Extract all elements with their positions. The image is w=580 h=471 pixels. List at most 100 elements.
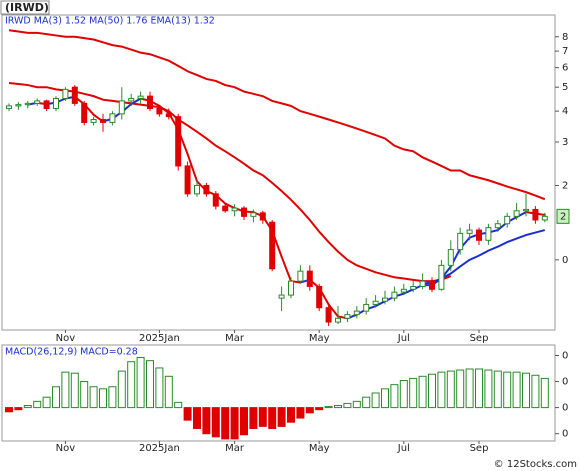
candle-body <box>222 205 229 212</box>
histogram-bar <box>221 407 230 440</box>
histogram-bar <box>381 388 389 409</box>
candle-body <box>147 95 153 109</box>
candle-body <box>43 100 50 109</box>
x-tick-label: 2025Jan <box>139 443 180 454</box>
candle-body <box>306 270 313 288</box>
x-tick-label: Sep <box>470 443 489 454</box>
histogram-bar <box>164 375 173 409</box>
y-tick-label: 6 <box>562 63 568 74</box>
histogram-bar <box>127 361 136 409</box>
candle-body <box>476 229 482 241</box>
histogram-bar <box>146 360 154 409</box>
candle-body <box>504 215 511 225</box>
candle-body <box>278 294 285 299</box>
candle-body <box>419 280 426 288</box>
x-tick-label: 2025Jan <box>139 333 180 344</box>
candle-body <box>316 286 323 309</box>
histogram-bar <box>136 357 145 409</box>
histogram-bar <box>230 407 239 440</box>
histogram-bar <box>493 370 502 409</box>
histogram-bar <box>108 386 117 409</box>
candle-body <box>400 288 407 293</box>
histogram-bar <box>352 400 361 409</box>
histogram-bar <box>409 377 418 409</box>
histogram-bar <box>249 407 258 429</box>
x-tick-label: Nov <box>56 443 76 454</box>
x-tick-label: Jul <box>397 333 410 344</box>
line <box>8 29 546 201</box>
histogram-bar <box>183 407 192 421</box>
histogram-bar <box>531 374 540 409</box>
candle-body <box>100 118 106 123</box>
line-segment <box>280 255 292 283</box>
histogram-bar <box>465 368 474 409</box>
histogram-bar <box>80 381 89 409</box>
line-segment <box>224 202 236 210</box>
candle-body <box>513 210 520 217</box>
histogram-bar <box>155 367 164 409</box>
histogram-bar <box>296 407 305 419</box>
price-panel <box>1 14 556 331</box>
candle-body <box>382 297 388 302</box>
line-segment <box>158 104 170 115</box>
candle-body <box>203 184 210 195</box>
histogram-bar <box>540 377 549 409</box>
macd-panel <box>1 344 556 442</box>
candle-body <box>457 232 464 251</box>
chart-title: (IRWD) <box>5 1 49 14</box>
histogram-bar <box>99 388 107 409</box>
candle-body <box>212 193 219 207</box>
candle-body <box>259 212 266 221</box>
histogram-bar <box>268 407 277 429</box>
candle-body <box>109 113 116 123</box>
line-segment <box>186 153 198 183</box>
candle-body <box>523 208 529 212</box>
candle-body <box>231 207 238 212</box>
candle-body <box>269 221 276 270</box>
histogram-bar <box>456 369 465 409</box>
candle-body <box>485 227 492 241</box>
y-tick-label: 0 <box>562 350 568 361</box>
candle-body <box>344 314 351 319</box>
y-tick-label: 3 <box>562 137 568 148</box>
candle-body <box>34 100 41 104</box>
candle-body <box>335 317 341 323</box>
line-segment <box>130 97 142 106</box>
candle-body <box>118 100 125 115</box>
histogram-bar <box>52 386 60 409</box>
candle-body <box>165 113 172 118</box>
histogram-bar <box>428 373 436 409</box>
candle-body <box>372 300 379 305</box>
candle-body <box>363 303 370 312</box>
histogram-bar <box>390 384 399 409</box>
price-tag: 2 <box>560 211 566 222</box>
histogram-bar <box>484 369 493 409</box>
candle-body <box>541 215 548 221</box>
y-tick-label: 5 <box>562 82 568 93</box>
histogram-bar <box>23 405 32 409</box>
candle-body <box>15 104 22 107</box>
histogram-bar <box>211 407 220 438</box>
candle-body <box>156 107 163 115</box>
histogram-bar <box>174 401 183 409</box>
candle-body <box>494 223 501 229</box>
histogram-bar <box>334 405 342 409</box>
candle-body <box>194 184 200 195</box>
candle-body <box>325 307 332 323</box>
candle-body <box>410 286 417 290</box>
candle-body <box>53 97 59 109</box>
histogram-bar <box>70 372 79 409</box>
histogram-bar <box>287 407 295 423</box>
legend: IRWD MA(3) 1.52 MA(50) 1.76 EMA(13) 1.32 <box>5 16 215 27</box>
candle-body <box>128 97 135 102</box>
y-tick-label: 7 <box>562 46 568 57</box>
candle-body <box>6 105 12 109</box>
y-tick-label: 0 <box>562 429 568 440</box>
candle-body <box>90 118 97 123</box>
candle-body <box>24 102 31 106</box>
histogram-bar <box>193 407 201 429</box>
footer: © 12Stocks.com <box>494 459 577 470</box>
histogram-bar <box>503 371 512 409</box>
y-tick-label: 4 <box>562 106 568 117</box>
